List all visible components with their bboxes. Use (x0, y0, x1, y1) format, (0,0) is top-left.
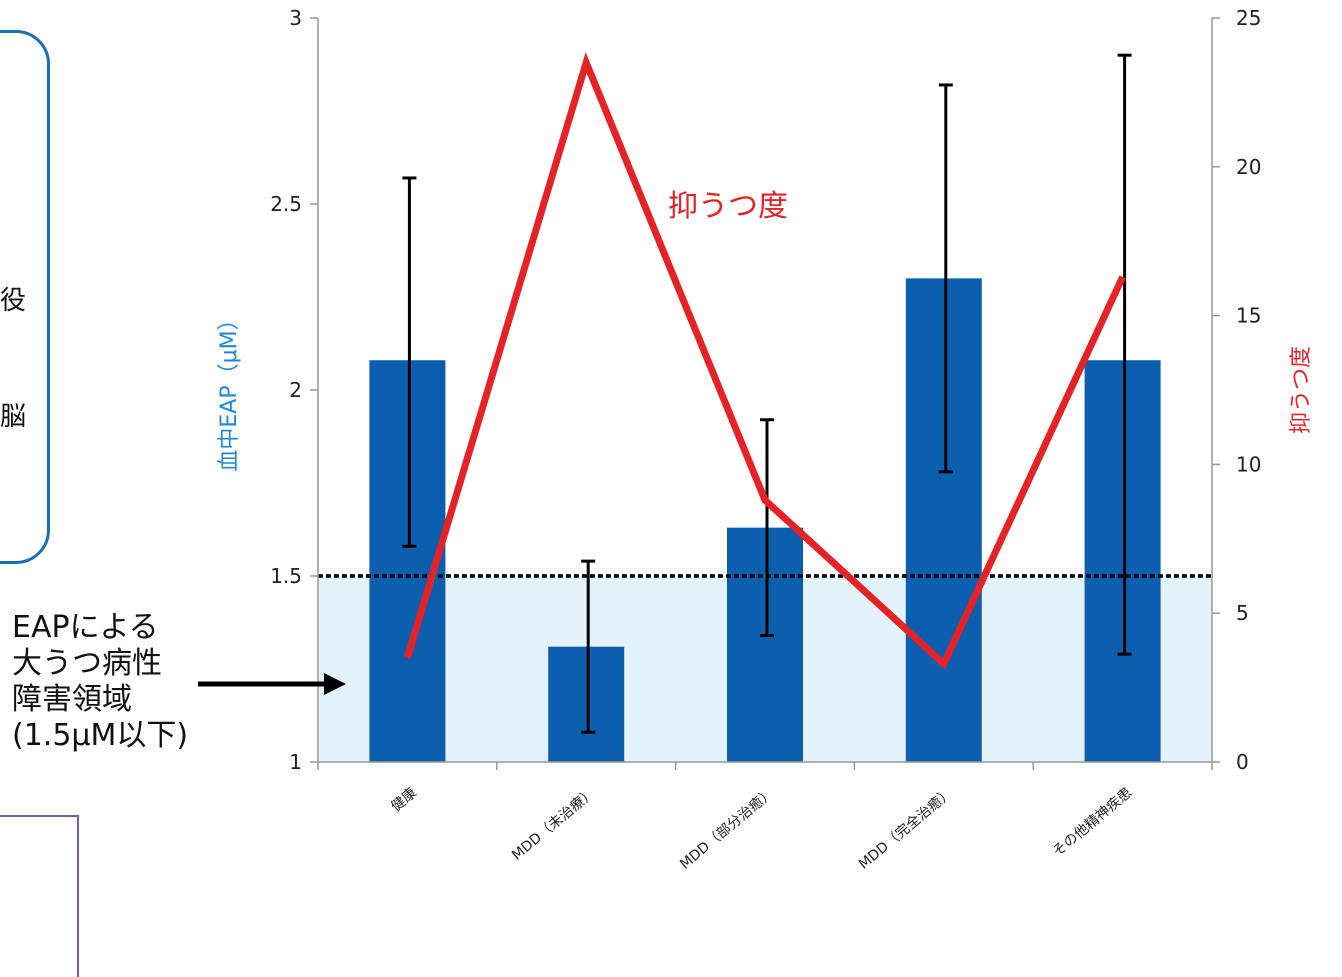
side-panel-char-1: 役 (0, 286, 27, 316)
annotation-line-4: (1.5μM以下) (12, 718, 189, 753)
line-series-label: 抑うつ度 (668, 189, 788, 224)
bar (548, 646, 625, 762)
y-tick-label-right: 25 (1236, 6, 1261, 30)
y-axis-title-right: 抑うつ度 (1289, 346, 1314, 434)
x-category-label: その他精神疾患 (1050, 785, 1135, 860)
chart: 抑うつ度 1 1.5 2 2.5 3 0 5 10 15 20 25 健康 MDD（未治療） MDD（部分治… (198, 6, 1314, 873)
side-panel-box (0, 30, 50, 564)
bar (905, 278, 982, 762)
y-tick-label-left: 1.5 (270, 564, 302, 588)
bottom-panel-box (0, 815, 79, 977)
x-category-label: 健康 (388, 784, 420, 815)
x-category-label: MDD（部分治癒） (677, 785, 777, 873)
y-tick-label-right: 10 (1236, 452, 1261, 476)
bar (1084, 360, 1161, 762)
threshold-annotation: EAPによる 大うつ病性 障害領域 (1.5μM以下) (12, 610, 188, 754)
annotation-line-3: 障害領域 (12, 682, 132, 717)
series-line-depression (404, 52, 1126, 670)
y-tick-label-right: 5 (1236, 601, 1249, 625)
side-panel-char-2: 脳 (0, 402, 27, 432)
y-tick-label-right: 15 (1236, 304, 1261, 328)
annotation-line-2: 大うつ病性 (12, 646, 188, 682)
y-axis-title-left: 血中EAP（μM） (217, 308, 242, 471)
annotation-line-2-text: 大うつ病性 (12, 646, 162, 681)
y-tick-label-left: 2 (289, 378, 302, 402)
x-category-label: MDD（未治療） (508, 784, 598, 864)
y-tick-label-left: 2.5 (270, 192, 302, 216)
y-tick-label-right: 0 (1236, 750, 1249, 774)
y-tick-label-left: 1 (289, 750, 302, 774)
bar (369, 360, 446, 762)
annotation-line-1: EAPによる (12, 610, 159, 645)
y-tick-label-left: 3 (289, 6, 302, 30)
bar (727, 527, 803, 762)
annotation-arrow (198, 673, 346, 695)
y-tick-label-right: 20 (1236, 155, 1261, 179)
x-category-label: MDD（完全治癒） (855, 784, 956, 873)
